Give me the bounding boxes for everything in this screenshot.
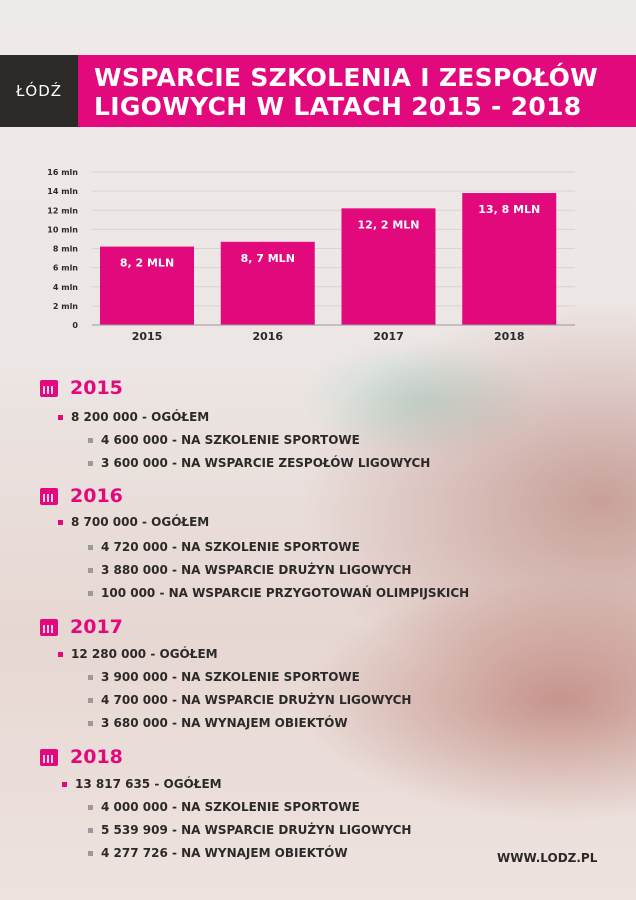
breakdown-item: 3 900 000 - NA SZKOLENIE SPORTOWE bbox=[88, 670, 360, 684]
bullet-icon bbox=[88, 850, 93, 856]
breakdown-item: 4 277 726 - NA WYNAJEM OBIEKTÓW bbox=[88, 846, 348, 860]
total-item: 12 280 000 - OGÓŁEM bbox=[58, 647, 218, 661]
bar-2016 bbox=[220, 241, 315, 325]
year-heading: 2015 bbox=[40, 377, 123, 399]
breakdown-text: 3 600 000 - NA WSPARCIE ZESPOŁÓW LIGOWYC… bbox=[101, 456, 431, 470]
y-tick-label: 12 mln bbox=[47, 206, 78, 215]
data-label: 13, 8 MLN bbox=[478, 203, 540, 216]
breakdown-item: 3 880 000 - NA WSPARCIE DRUŻYN LIGOWYCH bbox=[88, 563, 411, 577]
breakdown-item: 4 600 000 - NA SZKOLENIE SPORTOWE bbox=[88, 433, 360, 447]
bullet-icon bbox=[88, 437, 93, 443]
bullet-icon bbox=[88, 460, 93, 466]
bullet-icon bbox=[88, 697, 93, 703]
year-label: 2017 bbox=[70, 616, 123, 638]
website-url[interactable]: WWW.LODZ.PL bbox=[497, 851, 598, 865]
breakdown-item: 100 000 - NA WSPARCIE PRZYGOTOWAŃ OLIMPI… bbox=[88, 586, 469, 600]
y-tick-label: 10 mln bbox=[47, 225, 78, 234]
x-tick-label: 2016 bbox=[252, 330, 283, 343]
total-item: 8 700 000 - OGÓŁEM bbox=[58, 515, 209, 529]
total-text: 13 817 635 - OGÓŁEM bbox=[75, 777, 222, 791]
total-text: 8 200 000 - OGÓŁEM bbox=[71, 410, 210, 424]
year-label: 2018 bbox=[70, 746, 123, 768]
breakdown-text: 3 880 000 - NA WSPARCIE DRUŻYN LIGOWYCH bbox=[101, 563, 412, 577]
bullet-icon bbox=[58, 519, 63, 525]
title-line-2: LIGOWYCH W LATACH 2015 - 2018 bbox=[94, 92, 582, 121]
bullet-icon bbox=[88, 804, 93, 810]
page-title: WSPARCIE SZKOLENIA I ZESPOŁÓW LIGOWYCH W… bbox=[78, 55, 636, 127]
breakdown-text: 4 277 726 - NA WYNAJEM OBIEKTÓW bbox=[101, 846, 348, 860]
y-tick-label: 2 mln bbox=[53, 302, 78, 311]
calendar-icon bbox=[40, 618, 58, 636]
calendar-icon bbox=[40, 379, 58, 397]
bar-2017 bbox=[341, 208, 436, 325]
bullet-icon bbox=[88, 544, 93, 550]
calendar-icon bbox=[40, 487, 58, 505]
total-item: 8 200 000 - OGÓŁEM bbox=[58, 410, 209, 424]
x-tick-label: 2018 bbox=[494, 330, 525, 343]
breakdown-text: 4 700 000 - NA WSPARCIE DRUŻYN LIGOWYCH bbox=[101, 693, 412, 707]
bar-2018 bbox=[462, 193, 557, 325]
breakdown-text: 4 720 000 - NA SZKOLENIE SPORTOWE bbox=[101, 540, 360, 554]
y-tick-label: 14 mln bbox=[47, 187, 78, 196]
header-band: ŁÓDŹ WSPARCIE SZKOLENIA I ZESPOŁÓW LIGOW… bbox=[0, 55, 636, 127]
bar-chart: 0 2 mln 4 mln 6 mln 8 mln 10 mln 12 mln 14 mln 1… bbox=[47, 168, 575, 343]
data-label: 12, 2 MLN bbox=[358, 218, 420, 231]
year-label: 2016 bbox=[70, 485, 123, 507]
y-tick-label: 6 mln bbox=[53, 264, 78, 273]
year-heading: 2017 bbox=[40, 616, 123, 638]
year-label: 2015 bbox=[70, 377, 123, 399]
total-text: 8 700 000 - OGÓŁEM bbox=[71, 515, 210, 529]
breakdown-item: 3 600 000 - NA WSPARCIE ZESPOŁÓW LIGOWYC… bbox=[88, 456, 430, 470]
data-label: 8, 7 MLN bbox=[241, 252, 295, 265]
bullet-icon bbox=[88, 720, 93, 726]
bullet-icon bbox=[88, 567, 93, 573]
bullet-icon bbox=[58, 414, 63, 420]
calendar-icon bbox=[40, 748, 58, 766]
bullet-icon bbox=[58, 651, 63, 657]
breakdown-item: 4 700 000 - NA WSPARCIE DRUŻYN LIGOWYCH bbox=[88, 693, 411, 707]
y-tick-label: 0 bbox=[72, 321, 78, 330]
y-tick-label: 4 mln bbox=[53, 283, 78, 292]
breakdown-item: 4 720 000 - NA SZKOLENIE SPORTOWE bbox=[88, 540, 360, 554]
data-label: 8, 2 MLN bbox=[120, 257, 174, 270]
breakdown-text: 3 680 000 - NA WYNAJEM OBIEKTÓW bbox=[101, 716, 348, 730]
breakdown-item: 3 680 000 - NA WYNAJEM OBIEKTÓW bbox=[88, 716, 348, 730]
total-item: 13 817 635 - OGÓŁEM bbox=[62, 777, 222, 791]
breakdown-item: 4 000 000 - NA SZKOLENIE SPORTOWE bbox=[88, 800, 360, 814]
lodz-logo: ŁÓDŹ bbox=[0, 55, 78, 127]
x-tick-label: 2015 bbox=[132, 330, 163, 343]
breakdown-text: 4 000 000 - NA SZKOLENIE SPORTOWE bbox=[101, 800, 360, 814]
bullet-icon bbox=[88, 590, 93, 596]
title-line-1: WSPARCIE SZKOLENIA I ZESPOŁÓW bbox=[94, 63, 599, 92]
year-heading: 2016 bbox=[40, 485, 123, 507]
year-heading: 2018 bbox=[40, 746, 123, 768]
breakdown-text: 3 900 000 - NA SZKOLENIE SPORTOWE bbox=[101, 670, 360, 684]
x-tick-label: 2017 bbox=[373, 330, 404, 343]
bullet-icon bbox=[88, 674, 93, 680]
breakdown-text: 4 600 000 - NA SZKOLENIE SPORTOWE bbox=[101, 433, 360, 447]
logo-text: ŁÓDŹ bbox=[15, 82, 63, 100]
bullet-icon bbox=[62, 781, 67, 787]
breakdown-text: 5 539 909 - NA WSPARCIE DRUŻYN LIGOWYCH bbox=[101, 823, 412, 837]
breakdown-item: 5 539 909 - NA WSPARCIE DRUŻYN LIGOWYCH bbox=[88, 823, 411, 837]
bullet-icon bbox=[88, 827, 93, 833]
bar-2015 bbox=[100, 246, 194, 325]
total-text: 12 280 000 - OGÓŁEM bbox=[71, 647, 218, 661]
breakdown-text: 100 000 - NA WSPARCIE PRZYGOTOWAŃ OLIMPI… bbox=[101, 586, 470, 600]
y-tick-label: 16 mln bbox=[47, 168, 78, 177]
y-tick-label: 8 mln bbox=[53, 245, 78, 254]
